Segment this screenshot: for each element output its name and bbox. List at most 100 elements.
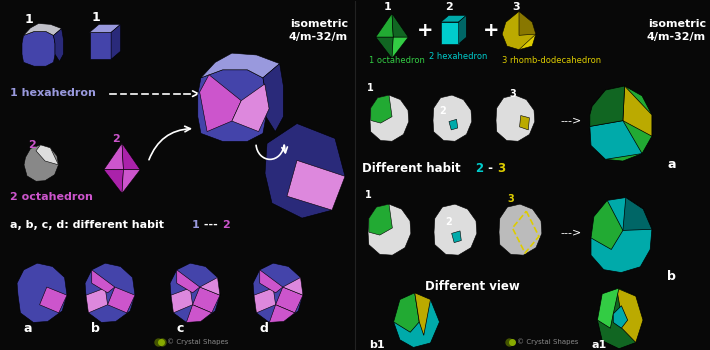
Polygon shape [23, 23, 62, 35]
Polygon shape [253, 263, 303, 322]
Text: 2: 2 [439, 106, 446, 116]
Text: 3: 3 [512, 2, 520, 12]
Text: a, b, c, d: different habit: a, b, c, d: different habit [10, 220, 168, 230]
Polygon shape [623, 197, 652, 230]
Polygon shape [92, 270, 115, 293]
Text: a1: a1 [592, 340, 607, 350]
Polygon shape [263, 64, 283, 132]
Text: 1: 1 [92, 11, 101, 24]
Polygon shape [89, 33, 111, 59]
Polygon shape [441, 15, 466, 22]
Polygon shape [198, 70, 266, 141]
Text: 2: 2 [475, 162, 483, 175]
Polygon shape [520, 116, 530, 130]
Polygon shape [201, 53, 280, 78]
Polygon shape [122, 143, 140, 170]
Text: © Crystal Shapes: © Crystal Shapes [167, 338, 229, 345]
Polygon shape [452, 231, 462, 243]
Polygon shape [170, 263, 220, 322]
Polygon shape [265, 124, 345, 218]
Polygon shape [186, 305, 212, 322]
Polygon shape [36, 145, 58, 165]
Polygon shape [108, 287, 135, 313]
Polygon shape [368, 204, 411, 255]
Text: c: c [177, 322, 185, 335]
Text: 2: 2 [28, 140, 36, 150]
Text: b: b [91, 322, 100, 335]
Polygon shape [502, 12, 536, 50]
Text: 1: 1 [365, 190, 372, 200]
Polygon shape [17, 263, 67, 322]
Polygon shape [613, 306, 628, 328]
Text: 1: 1 [384, 2, 392, 12]
Polygon shape [597, 288, 619, 328]
Polygon shape [260, 270, 283, 293]
Text: 2: 2 [445, 2, 453, 12]
Text: --->: ---> [560, 227, 581, 237]
Polygon shape [376, 14, 393, 37]
Polygon shape [104, 170, 124, 194]
Polygon shape [590, 86, 652, 161]
Polygon shape [591, 197, 652, 273]
Polygon shape [434, 204, 477, 255]
Polygon shape [496, 95, 535, 141]
Polygon shape [22, 32, 55, 66]
Polygon shape [232, 84, 269, 132]
Polygon shape [53, 29, 63, 61]
Text: 1: 1 [192, 220, 200, 230]
Text: 1: 1 [25, 13, 34, 26]
Polygon shape [200, 278, 220, 295]
Text: 3 rhomb-dodecahedron: 3 rhomb-dodecahedron [502, 56, 601, 65]
Text: © Crystal Shapes: © Crystal Shapes [517, 338, 579, 345]
Polygon shape [597, 288, 643, 349]
Text: 2: 2 [112, 134, 120, 145]
Polygon shape [393, 293, 439, 348]
Polygon shape [177, 270, 200, 293]
Polygon shape [24, 145, 58, 181]
Polygon shape [392, 14, 408, 37]
Text: 2: 2 [445, 217, 452, 227]
Text: 1: 1 [367, 83, 373, 93]
Polygon shape [392, 37, 408, 58]
Polygon shape [287, 160, 345, 210]
Text: --->: ---> [560, 116, 581, 126]
Text: 2: 2 [222, 220, 230, 230]
Polygon shape [499, 204, 542, 255]
Polygon shape [393, 293, 419, 332]
Polygon shape [370, 95, 409, 141]
Polygon shape [254, 288, 275, 313]
Text: -: - [484, 162, 497, 175]
Polygon shape [376, 37, 393, 58]
Text: 1 octahedron: 1 octahedron [369, 56, 425, 65]
Polygon shape [590, 121, 642, 159]
Polygon shape [85, 263, 135, 322]
Text: a: a [23, 322, 32, 335]
Polygon shape [371, 95, 392, 123]
Text: Different habit: Different habit [362, 162, 465, 175]
Text: 3: 3 [497, 162, 505, 175]
Polygon shape [122, 170, 140, 194]
Polygon shape [519, 12, 536, 35]
Polygon shape [171, 288, 192, 313]
Polygon shape [433, 95, 471, 141]
Text: isometric
4/m-32/m: isometric 4/m-32/m [647, 19, 706, 42]
Polygon shape [104, 143, 124, 170]
Text: ---: --- [200, 220, 222, 230]
Polygon shape [623, 86, 652, 136]
Polygon shape [86, 288, 108, 313]
Polygon shape [591, 201, 623, 250]
Polygon shape [590, 86, 625, 126]
Text: d: d [259, 322, 268, 335]
Text: isometric
4/m-32/m: isometric 4/m-32/m [289, 19, 348, 42]
Text: Different view: Different view [425, 280, 520, 293]
Polygon shape [449, 119, 458, 130]
Text: 2 octahedron: 2 octahedron [10, 192, 93, 202]
Polygon shape [111, 25, 121, 59]
Text: +: + [417, 21, 434, 41]
Polygon shape [415, 293, 430, 335]
Polygon shape [368, 204, 393, 235]
Text: 1 hexahedron: 1 hexahedron [10, 88, 96, 98]
Text: 3: 3 [507, 194, 514, 204]
Polygon shape [40, 287, 67, 313]
Text: b1: b1 [369, 340, 385, 350]
